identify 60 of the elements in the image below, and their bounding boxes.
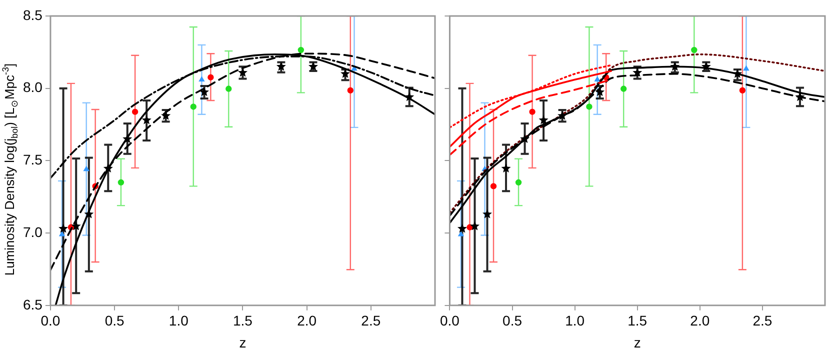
y-tick-label: 7.5 bbox=[22, 152, 43, 168]
point bbox=[208, 74, 214, 80]
point bbox=[340, 68, 350, 78]
point bbox=[732, 68, 742, 78]
point bbox=[347, 87, 354, 94]
x-tick-label: 1.5 bbox=[628, 312, 648, 329]
point bbox=[529, 108, 536, 115]
point bbox=[501, 164, 511, 173]
y-tick-label: 8.5 bbox=[22, 6, 43, 23]
point bbox=[226, 86, 232, 92]
point bbox=[670, 62, 680, 71]
x-tick-label: 0.0 bbox=[40, 312, 60, 329]
point bbox=[482, 209, 492, 218]
x-tick-label: 1.0 bbox=[168, 312, 189, 329]
point bbox=[298, 46, 304, 54]
x-tick-label: 2.0 bbox=[690, 312, 710, 329]
point bbox=[586, 104, 592, 110]
y-tick-label: 8.0 bbox=[22, 79, 43, 96]
y-tick-label: 6.5 bbox=[22, 296, 43, 312]
point bbox=[190, 104, 196, 110]
point bbox=[538, 115, 548, 124]
point bbox=[691, 46, 698, 54]
point bbox=[520, 134, 530, 144]
point bbox=[795, 92, 805, 102]
point bbox=[84, 166, 90, 172]
x-tick-label: 0.5 bbox=[104, 312, 124, 329]
point bbox=[84, 209, 94, 218]
point bbox=[739, 87, 746, 94]
point bbox=[103, 164, 113, 173]
point bbox=[142, 115, 152, 124]
point bbox=[490, 183, 497, 190]
x-tick-label: 1.5 bbox=[232, 312, 253, 329]
x-axis-title: z bbox=[634, 334, 641, 350]
x-axis-title: z bbox=[239, 334, 246, 350]
x-tick-label: 2.5 bbox=[752, 312, 772, 329]
point bbox=[743, 66, 749, 71]
point bbox=[470, 221, 480, 230]
point bbox=[466, 224, 473, 230]
point bbox=[122, 134, 132, 144]
y-tick-label: 7.0 bbox=[22, 224, 43, 240]
point bbox=[58, 224, 68, 233]
point bbox=[594, 76, 600, 82]
point bbox=[200, 87, 210, 96]
point bbox=[59, 231, 65, 236]
point bbox=[515, 179, 522, 186]
point bbox=[276, 62, 286, 71]
x-tick-label: 0.0 bbox=[440, 312, 460, 329]
point bbox=[404, 92, 414, 102]
point bbox=[198, 76, 204, 82]
x-tick-label: 2.5 bbox=[361, 312, 381, 329]
point bbox=[558, 110, 568, 120]
x-tick-label: 2.0 bbox=[297, 312, 317, 329]
point bbox=[132, 108, 138, 115]
point bbox=[620, 86, 627, 92]
point bbox=[71, 221, 81, 230]
point bbox=[118, 179, 124, 186]
x-tick-label: 0.5 bbox=[502, 312, 522, 329]
x-tick-label: 1.0 bbox=[565, 312, 585, 329]
point bbox=[458, 231, 464, 236]
point bbox=[457, 224, 467, 233]
